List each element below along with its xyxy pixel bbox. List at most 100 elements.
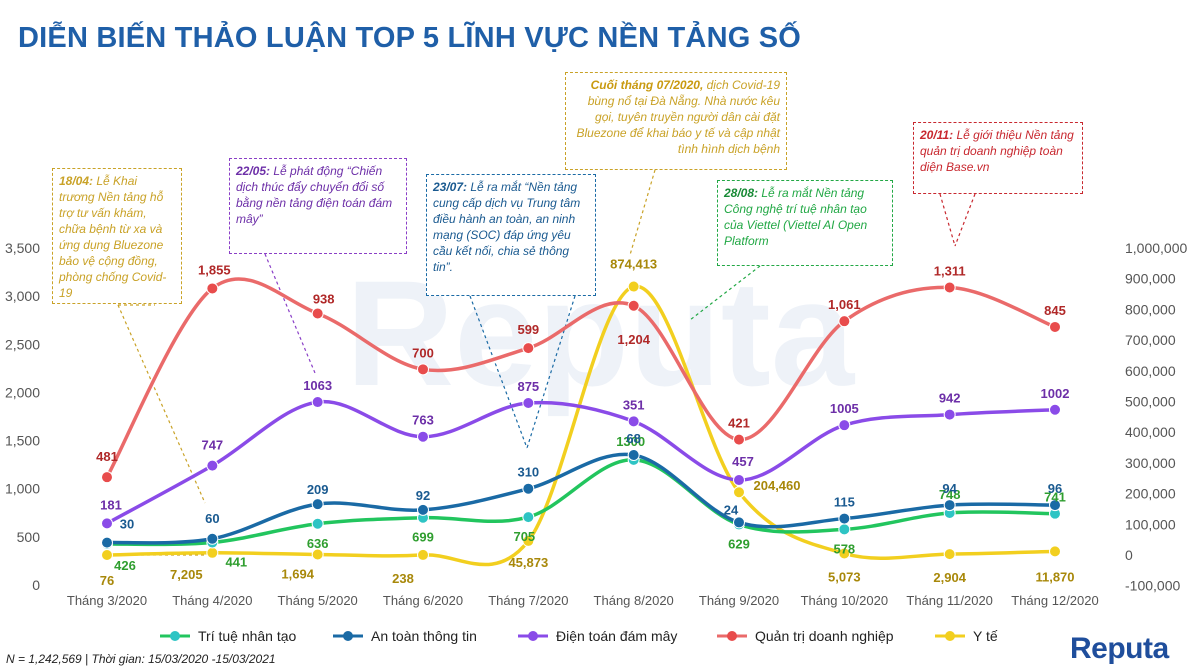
right-axis-tick: 300,000 (1125, 455, 1176, 471)
data-point (417, 503, 429, 516)
x-axis-tick: Tháng 10/2020 (801, 593, 888, 608)
data-point (1049, 499, 1061, 512)
data-point (733, 474, 745, 487)
series-line-4 (105, 284, 1057, 567)
data-label: 629 (728, 536, 750, 551)
series-line-1 (105, 452, 1057, 545)
data-label: 5,073 (828, 569, 861, 584)
annotation-date: 23/07: (433, 180, 468, 194)
data-label: 699 (412, 530, 434, 545)
data-point (206, 532, 219, 545)
legend-label: Điện toán đám mây (556, 628, 677, 644)
x-axis-tick: Tháng 4/2020 (172, 593, 252, 608)
left-axis-tick: 1,000 (5, 481, 40, 497)
data-label: 181 (100, 497, 122, 512)
data-label: 942 (939, 391, 961, 406)
data-label: 705 (513, 529, 535, 544)
data-point (838, 523, 851, 536)
data-point (417, 548, 429, 561)
data-point (101, 517, 113, 530)
annotation-text: dịch Covid-19 bùng nổ tại Đà Nẵng. Nhà n… (576, 78, 780, 156)
left-axis-tick: 2,500 (5, 336, 40, 352)
data-label: 599 (517, 322, 539, 337)
left-axis-tick: 2,000 (5, 384, 40, 400)
data-label: 351 (623, 397, 645, 412)
right-axis-tick: 200,000 (1125, 486, 1176, 502)
left-axis-tick: 1,500 (5, 433, 40, 449)
footer-note: N = 1,242,569 | Thời gian: 15/03/2020 -1… (6, 652, 276, 666)
annotation-connector (689, 265, 761, 321)
data-label: 441 (225, 555, 247, 570)
annotation-text: Lễ ra mắt Nền tảng Công nghệ trí tuệ nhâ… (724, 186, 868, 248)
right-axis-tick: 1,000,000 (1125, 240, 1187, 256)
data-label: 457 (732, 454, 754, 469)
watermark: Reputa (346, 249, 856, 417)
x-axis-tick: Tháng 8/2020 (594, 593, 674, 608)
annotation-text: Lễ giới thiệu Nền tảng quản trị doanh ng… (920, 128, 1074, 174)
data-label: 204,460 (754, 478, 801, 493)
data-label: 115 (834, 495, 855, 510)
data-label: 1,855 (198, 262, 231, 277)
legend-label: Quản trị doanh nghiệp (755, 628, 894, 644)
data-point (522, 482, 535, 495)
right-axis-tick: 600,000 (1125, 363, 1176, 379)
data-label: 481 (96, 449, 118, 464)
data-point (943, 281, 956, 294)
data-label: 421 (728, 416, 750, 431)
left-axis-tick: 500 (17, 529, 41, 545)
data-label: 1005 (830, 401, 859, 416)
left-axis-tick: 3,500 (5, 240, 40, 256)
data-point (101, 471, 113, 484)
data-point (627, 415, 640, 428)
data-point (1049, 320, 1061, 333)
data-label: 763 (412, 413, 434, 428)
data-point (311, 517, 324, 530)
data-point (838, 512, 851, 525)
data-label: 2,904 (933, 570, 966, 585)
data-point (522, 397, 535, 410)
annotation-text: Lễ ra mắt “Nền tảng cung cấp dịch vụ Tru… (433, 180, 581, 274)
data-point (943, 499, 956, 512)
data-label: 1300 (616, 434, 645, 449)
data-label: 92 (416, 488, 430, 503)
data-label: 1,311 (934, 263, 966, 278)
data-point (311, 307, 324, 320)
right-axis-tick: 800,000 (1125, 301, 1176, 317)
x-axis-tick: Tháng 6/2020 (383, 593, 463, 608)
data-label: 1,061 (828, 297, 861, 312)
annotation-2011: 20/11: Lễ giới thiệu Nền tảng quản trị d… (913, 122, 1083, 194)
reputa-logo: Reputa (1070, 632, 1169, 666)
right-axis-tick: 0 (1125, 547, 1133, 563)
annotation-connector (264, 253, 316, 374)
right-axis-tick: 500,000 (1125, 394, 1176, 410)
annotation-connector (117, 304, 206, 504)
annotation-2205: 22/05: Lễ phát động “Chiến dịch thúc đẩy… (229, 158, 407, 254)
data-point (1049, 403, 1061, 416)
data-label: 636 (307, 536, 329, 551)
legend-swatch-dot (170, 631, 180, 641)
data-label: 845 (1044, 303, 1066, 318)
annotation-connector (954, 193, 976, 247)
right-axis-tick: 100,000 (1125, 516, 1176, 532)
annotation-date: 18/04: (59, 174, 94, 188)
legend-label: Y tế (973, 628, 998, 644)
data-label: 60 (205, 511, 219, 526)
x-axis-tick: Tháng 9/2020 (699, 593, 779, 608)
data-point (733, 486, 745, 499)
series-line-3 (105, 277, 1057, 479)
right-axis-tick: 400,000 (1125, 424, 1176, 440)
data-label: 30 (120, 517, 134, 532)
annotation-1804: 18/04: Lễ Khai trương Nền tảng hỗ trợ tư… (52, 168, 182, 304)
data-point (838, 315, 851, 328)
right-axis-tick: 700,000 (1125, 332, 1176, 348)
data-label: 238 (392, 571, 414, 586)
data-point (627, 449, 640, 462)
annotation-cuoi-thang-07: Cuối tháng 07/2020, dịch Covid-19 bùng n… (565, 72, 787, 170)
data-label: 68 (626, 431, 640, 446)
data-point (417, 430, 429, 443)
x-axis-tick: Tháng 3/2020 (67, 593, 147, 608)
data-point (838, 419, 851, 432)
data-point (206, 282, 219, 295)
data-label: 1,694 (281, 566, 314, 581)
left-axis-tick: 0 (32, 577, 40, 593)
